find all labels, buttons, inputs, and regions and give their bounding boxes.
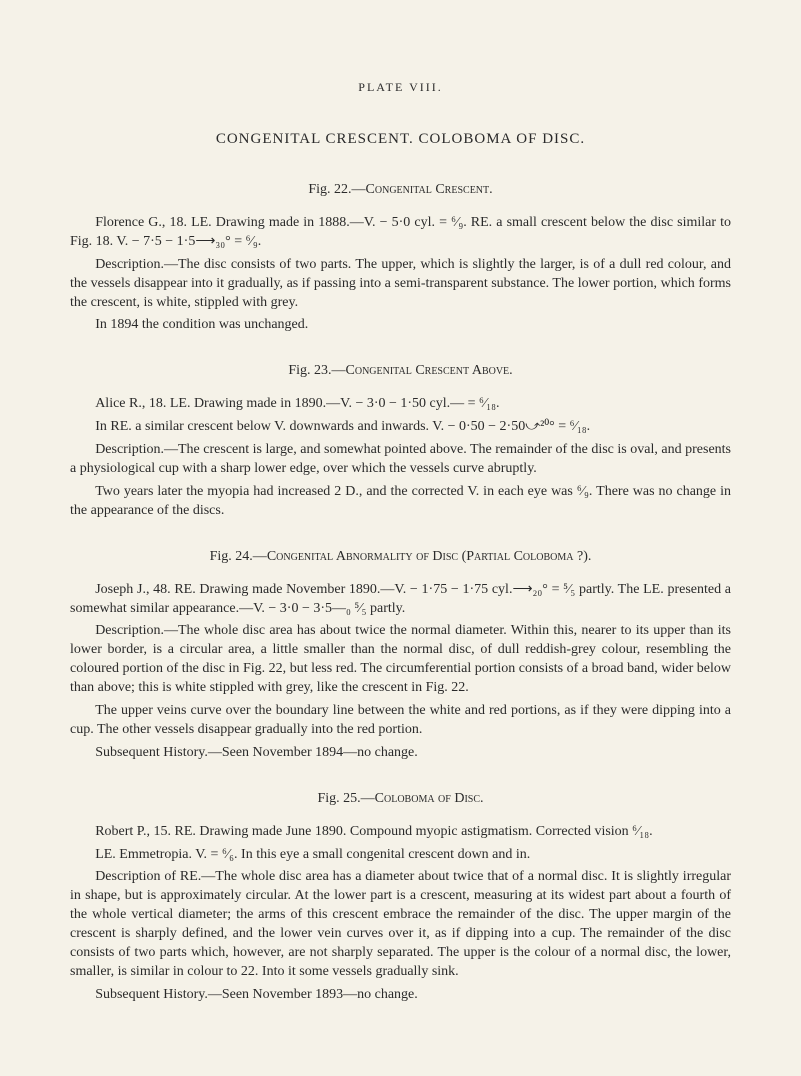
fig-22-name: Congenital Crescent. bbox=[366, 182, 493, 197]
main-title: CONGENITAL CRESCENT. COLOBOMA OF DISC. bbox=[70, 131, 731, 148]
plate-label: PLATE VIII. bbox=[70, 80, 731, 95]
fig-24-para-2: Description.—The whole disc area has abo… bbox=[70, 622, 731, 698]
fig-22-para-2: Description.—The disc consists of two pa… bbox=[70, 256, 731, 313]
fig-24-para-1: Joseph J., 48. RE. Drawing made November… bbox=[70, 581, 731, 619]
fig-23-para-1: Alice R., 18. LE. Drawing made in 1890.—… bbox=[70, 395, 731, 414]
fig-25-para-3: Description of RE.—The whole disc area h… bbox=[70, 868, 731, 981]
fig-25-label: Fig. 25.— bbox=[317, 791, 374, 806]
fig-25-name: Coloboma of Disc. bbox=[375, 791, 484, 806]
fig-23-title: Fig. 23.—Congenital Crescent Above. bbox=[70, 363, 731, 379]
fig-22-title: Fig. 22.—Congenital Crescent. bbox=[70, 182, 731, 198]
fig-23-para-4: Two years later the myopia had increased… bbox=[70, 483, 731, 521]
fig-24-title: Fig. 24.—Congenital Abnormality of Disc … bbox=[70, 549, 731, 565]
fig-24-name: Congenital Abnormality of Disc (Partial … bbox=[267, 549, 592, 564]
fig-23-para-3: Description.—The crescent is large, and … bbox=[70, 441, 731, 479]
fig-25-para-1: Robert P., 15. RE. Drawing made June 189… bbox=[70, 823, 731, 842]
fig-25-para-2: LE. Emmetropia. V. = ⁶⁄₆. In this eye a … bbox=[70, 846, 731, 865]
fig-24-label: Fig. 24.— bbox=[210, 549, 267, 564]
fig-22-label: Fig. 22.— bbox=[308, 182, 365, 197]
fig-22-para-1: Florence G., 18. LE. Drawing made in 188… bbox=[70, 214, 731, 252]
fig-24-para-3: The upper veins curve over the boundary … bbox=[70, 702, 731, 740]
page: PLATE VIII. CONGENITAL CRESCENT. COLOBOM… bbox=[0, 0, 801, 1069]
fig-22-para-3: In 1894 the condition was unchanged. bbox=[70, 316, 731, 335]
fig-25-title: Fig. 25.—Coloboma of Disc. bbox=[70, 791, 731, 807]
fig-24-para-4: Subsequent History.—Seen November 1894—n… bbox=[70, 744, 731, 763]
fig-23-para-2: In RE. a similar crescent below V. downw… bbox=[70, 418, 731, 437]
fig-23-name: Congenital Crescent Above. bbox=[346, 363, 513, 378]
fig-23-label: Fig. 23.— bbox=[288, 363, 345, 378]
fig-25-para-4: Subsequent History.—Seen November 1893—n… bbox=[70, 986, 731, 1005]
